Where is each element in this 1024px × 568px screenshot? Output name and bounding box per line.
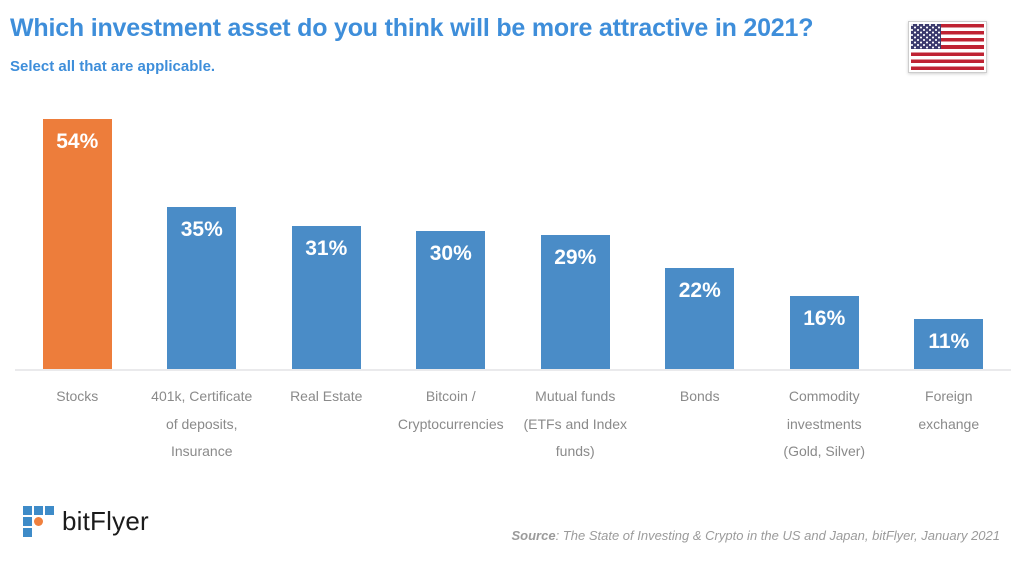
logo-empty-cell (45, 528, 54, 537)
source-label: Source (511, 528, 556, 543)
category-label-foreign-exchange: Foreign exchange (918, 388, 980, 432)
logo-orange-dot (34, 517, 43, 526)
logo-square (23, 506, 32, 515)
bar-real-estate: 31% (291, 226, 361, 370)
bar-value-label: 30% (429, 242, 472, 265)
logo-empty-cell (34, 528, 43, 537)
category-label-stocks: Stocks (56, 388, 99, 404)
bar-column-401k-certificate-of-deposits-insurance: 35% (140, 119, 265, 370)
category-label-bonds: Bonds (679, 388, 720, 404)
bar-chart: 54% 35% 31% 30% 29% 22% 16% 11% (15, 119, 1011, 370)
bar-bonds: 22% (665, 268, 735, 370)
bar-value-label: 11% (928, 330, 970, 353)
chart-subtitle: Select all that are applicable. (10, 58, 216, 75)
bar-value-label: 29% (554, 246, 597, 269)
x-axis-line (15, 369, 1011, 371)
logo-square (23, 528, 32, 537)
bar-commodity-investments-gold-silver: 16% (789, 296, 859, 370)
bar-value-label: 22% (678, 279, 721, 302)
x-axis-labels: Stocks 401k, Certificate of deposits, Insur… (15, 383, 1011, 466)
bitflyer-logo: bitFlyer (23, 506, 149, 537)
bar-column-stocks: 54% (15, 119, 140, 370)
bar-value-label: 16% (803, 307, 846, 330)
bar-stocks: 54% (42, 119, 112, 370)
source-text: : The State of Investing & Crypto in the… (555, 528, 1000, 543)
bar-column-real-estate: 31% (264, 119, 389, 370)
flag-canton-stars (911, 24, 941, 49)
logo-empty-cell (45, 517, 54, 526)
us-flag-icon (908, 21, 987, 73)
category-label-mutual-funds-etfs-and-index-funds: Mutual funds (ETFs and Index funds) (523, 388, 628, 459)
category-label-real-estate: Real Estate (290, 388, 363, 404)
category-label-commodity-investments-gold-silver: Commodity investments (Gold, Silver) (783, 388, 866, 459)
bar-column-commodity-investments-gold-silver: 16% (762, 119, 887, 370)
bar-column-foreign-exchange: 11% (887, 119, 1012, 370)
source-note: Source: The State of Investing & Crypto … (512, 528, 1001, 543)
bar-value-label: 35% (180, 218, 223, 241)
bar-foreign-exchange: 11% (914, 319, 984, 370)
logo-square (34, 506, 43, 515)
logo-square (45, 506, 54, 515)
category-label-401k-certificate-of-deposits-insurance: 401k, Certificate of deposits, Insurance (151, 388, 253, 459)
bar-value-label: 31% (305, 237, 348, 260)
category-label-bitcoin-cryptocurrencies: Bitcoin / Cryptocurrencies (397, 388, 504, 432)
bar-column-bitcoin-cryptocurrencies: 30% (389, 119, 514, 370)
bitflyer-logo-text: bitFlyer (62, 506, 149, 536)
bitflyer-logo-icon (23, 506, 54, 537)
logo-square (23, 517, 32, 526)
bar-column-bonds: 22% (638, 119, 763, 370)
bar-401k-certificate-of-deposits-insurance: 35% (167, 207, 237, 370)
bar-column-mutual-funds-etfs-and-index-funds: 29% (513, 119, 638, 370)
bar-mutual-funds-etfs-and-index-funds: 29% (540, 235, 610, 370)
chart-title: Which investment asset do you think will… (10, 14, 814, 42)
bar-value-label: 54% (56, 130, 99, 153)
bar-bitcoin-cryptocurrencies: 30% (416, 231, 486, 370)
